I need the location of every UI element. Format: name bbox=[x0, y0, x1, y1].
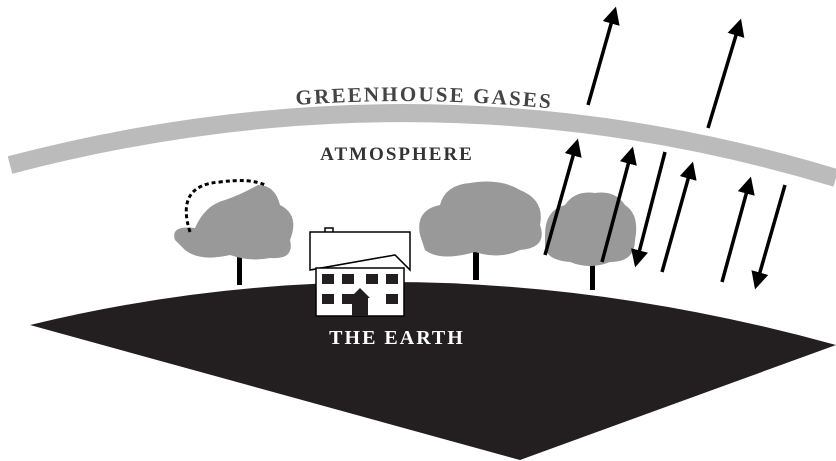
atmosphere-label: ATMOSPHERE bbox=[320, 144, 474, 165]
page: GREENHOUSE GASES ATMOSPHERE THE EARTH bbox=[0, 0, 836, 461]
earth-label: THE EARTH bbox=[329, 327, 465, 349]
diagram: GREENHOUSE GASES ATMOSPHERE THE EARTH bbox=[0, 0, 836, 461]
house bbox=[310, 228, 410, 316]
earth bbox=[30, 282, 836, 460]
